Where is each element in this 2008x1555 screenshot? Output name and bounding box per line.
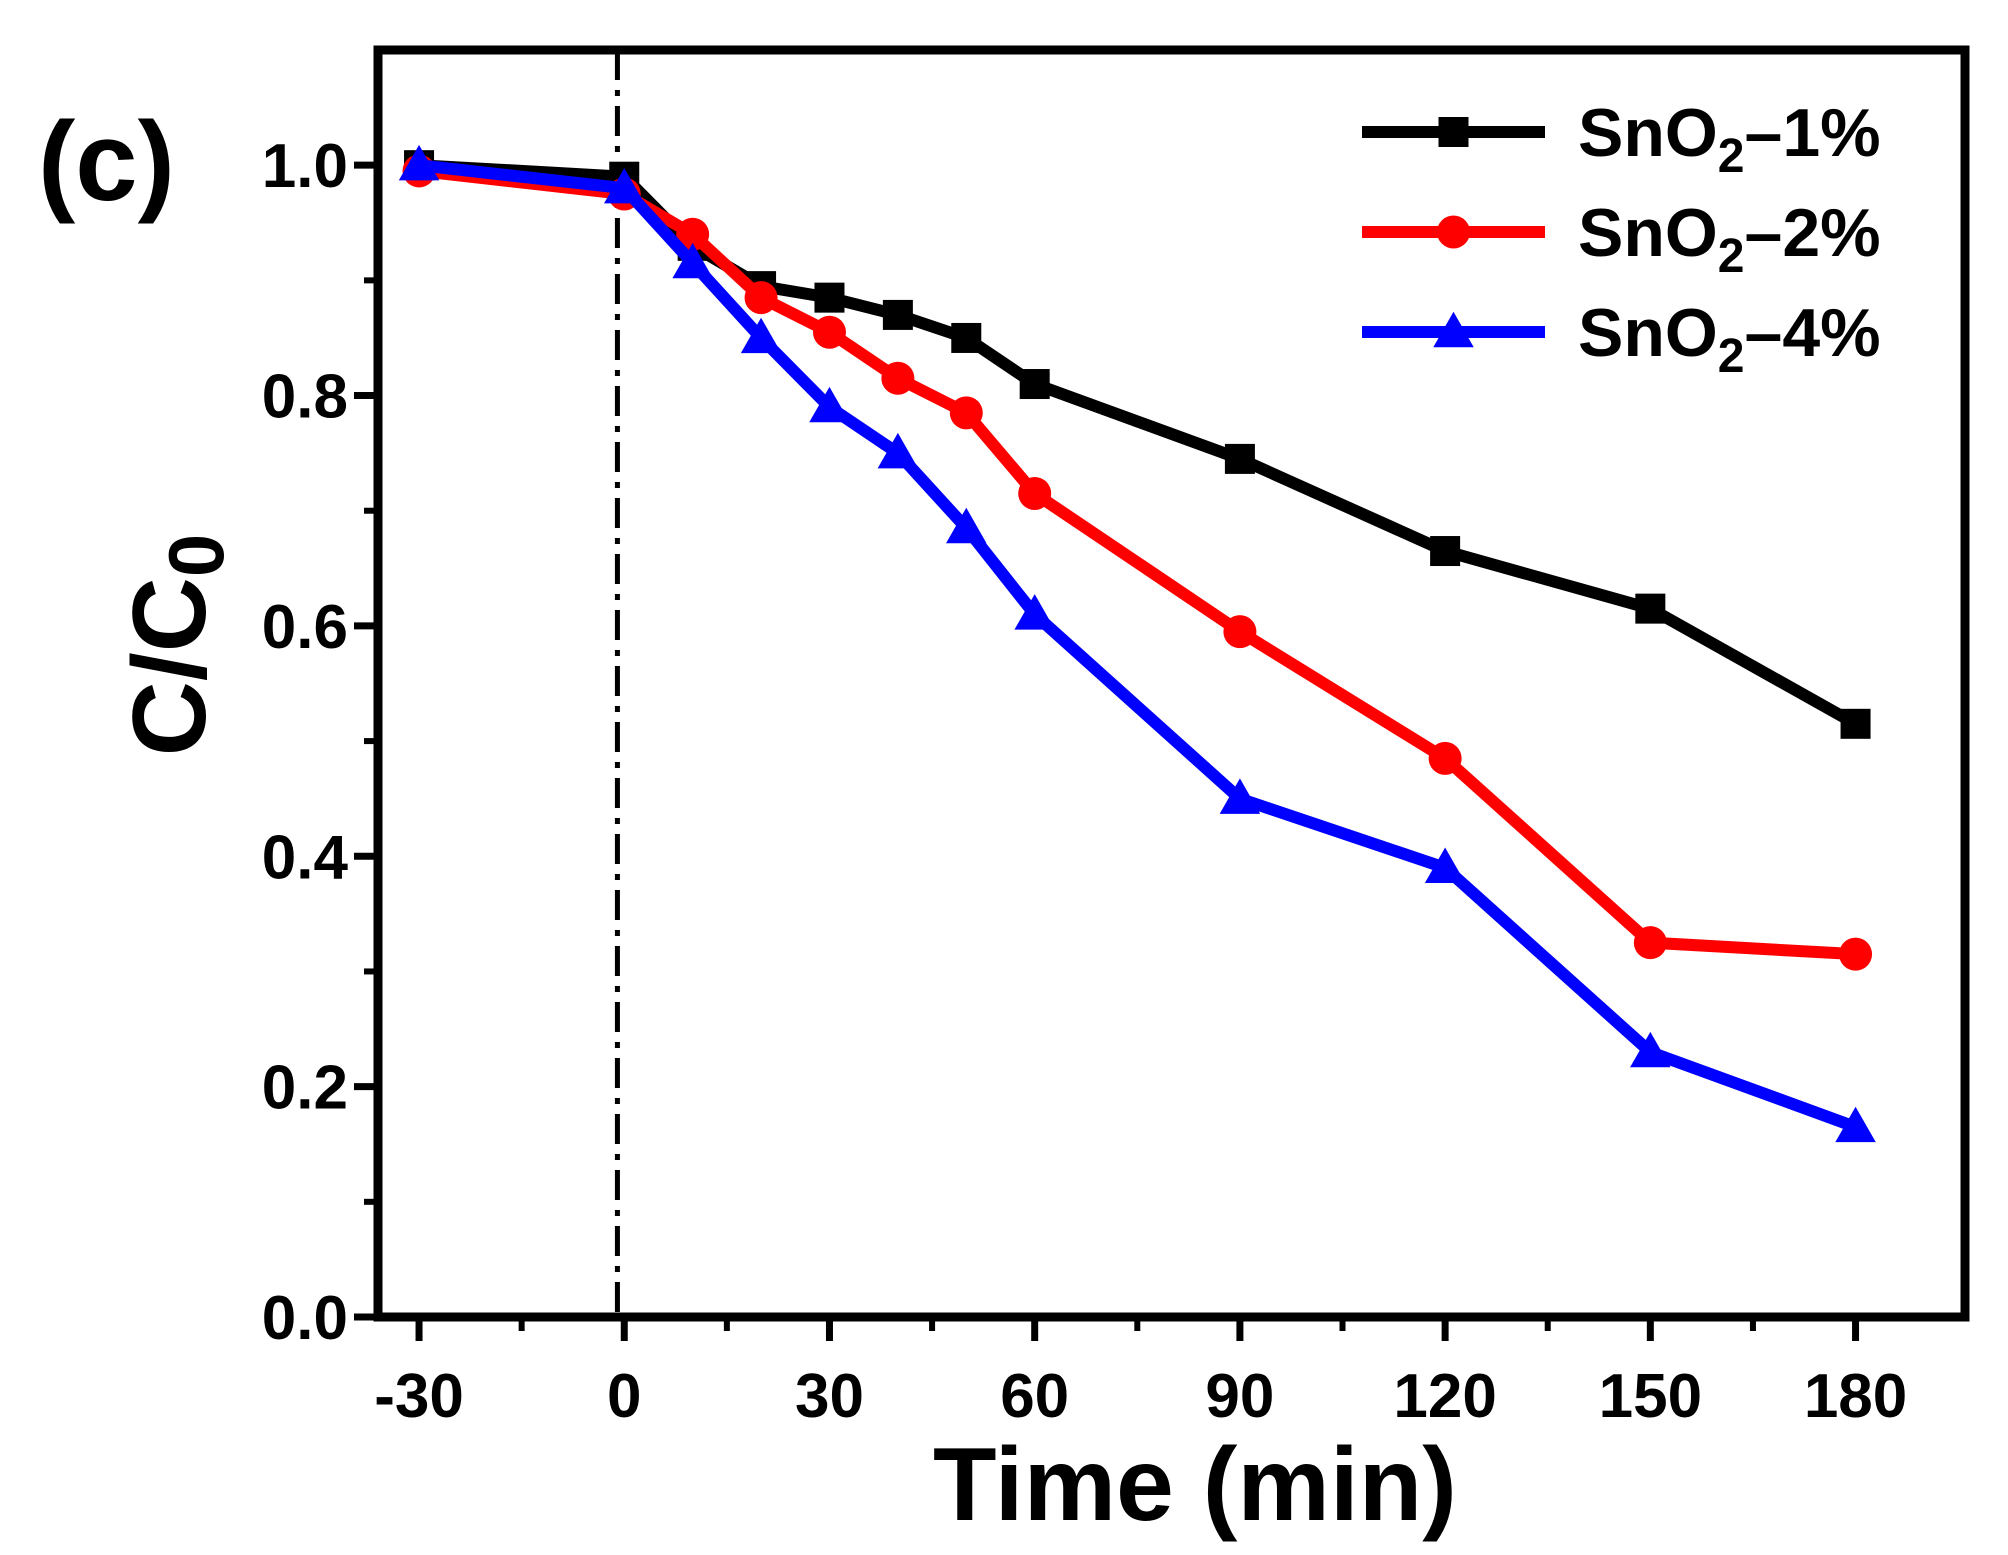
y-tick-label: 0.4 (262, 823, 349, 892)
legend-label: SnO2–4% (1578, 295, 1881, 383)
y-tick-label: 0.2 (262, 1054, 348, 1123)
data-point (1424, 847, 1466, 883)
legend-label-suffix: –4% (1745, 295, 1881, 371)
data-point (814, 282, 845, 313)
data-point (882, 299, 913, 330)
data-point (1840, 708, 1871, 739)
data-point (1635, 593, 1666, 624)
series-line (418, 159, 1858, 1133)
legend-entry-2: SnO2–2% (1362, 195, 1881, 283)
legend-label-main: SnO (1578, 195, 1718, 271)
data-point (1430, 536, 1461, 567)
y-axis-title-main: C/C (112, 577, 228, 756)
data-point (1428, 741, 1462, 775)
data-point (1835, 1106, 1876, 1143)
y-tick-label: 0.6 (262, 593, 348, 662)
x-tick-label: -30 (374, 1362, 464, 1431)
x-tick-label: 180 (1804, 1362, 1907, 1431)
data-point (744, 281, 778, 315)
data-point (672, 242, 713, 279)
legend-label: SnO2–1% (1578, 95, 1881, 183)
data-point (1630, 1031, 1671, 1068)
legend-entry-3: SnO2–4% (1362, 295, 1881, 383)
data-point (812, 315, 846, 349)
data-point (877, 432, 919, 469)
data-point (881, 361, 915, 395)
legend-label-suffix: –1% (1745, 95, 1881, 171)
data-point (946, 507, 987, 544)
legend-marker (1433, 311, 1474, 348)
x-tick-label: 150 (1599, 1362, 1702, 1431)
legend-label-subscript: 2 (1718, 330, 1745, 383)
panel-label: (c) (38, 99, 175, 224)
data-point (949, 396, 983, 430)
data-point (1018, 476, 1052, 510)
legend-label: SnO2–2% (1578, 195, 1881, 283)
data-point (809, 386, 850, 423)
legend-label-suffix: –2% (1745, 195, 1881, 271)
legend-label-subscript: 2 (1718, 230, 1745, 283)
data-point (740, 317, 782, 354)
data-point (1633, 926, 1667, 960)
data-point (604, 167, 645, 204)
data-point (1224, 443, 1255, 474)
data-point (676, 217, 710, 251)
y-axis-title-subscript: 0 (152, 534, 240, 577)
x-axis-title: Time (min) (933, 1427, 1457, 1543)
x-tick-label: 0 (607, 1362, 641, 1431)
data-point (1223, 615, 1257, 649)
y-axis-title: C/C0 (112, 534, 240, 757)
data-point (1219, 778, 1261, 814)
x-tick-label: 30 (795, 1362, 864, 1431)
data-point (1014, 594, 1055, 630)
series-3 (398, 144, 1876, 1143)
legend-label-main: SnO (1578, 295, 1718, 371)
data-point (951, 322, 982, 353)
series-2 (402, 154, 1873, 971)
x-tick-label: 120 (1393, 1362, 1496, 1431)
axes: -30 0 30 60 90 120 150 180 0.0 0.2 0.4 0.6 0.8 1.0 (262, 132, 1907, 1431)
legend-label-subscript: 2 (1718, 130, 1745, 183)
x-tick-label: 90 (1205, 1362, 1274, 1431)
legend-marker (1438, 117, 1469, 147)
x-tick-label: 60 (1000, 1362, 1069, 1431)
data-point (1839, 937, 1873, 971)
data-point (1019, 369, 1050, 400)
series-line (418, 164, 1856, 961)
y-tick-label: 0.8 (262, 363, 348, 432)
y-tick-label: 0.0 (262, 1284, 348, 1353)
y-tick-label: 1.0 (262, 132, 348, 201)
legend: SnO2–1%SnO2–2%SnO2–4% (1362, 95, 1881, 383)
data-point (398, 144, 440, 181)
legend-entry-1: SnO2–1% (1362, 95, 1881, 183)
plot-area (398, 50, 1876, 1317)
legend-label-main: SnO (1578, 95, 1718, 171)
legend-marker (1437, 215, 1470, 249)
plot-frame (373, 45, 1970, 1322)
